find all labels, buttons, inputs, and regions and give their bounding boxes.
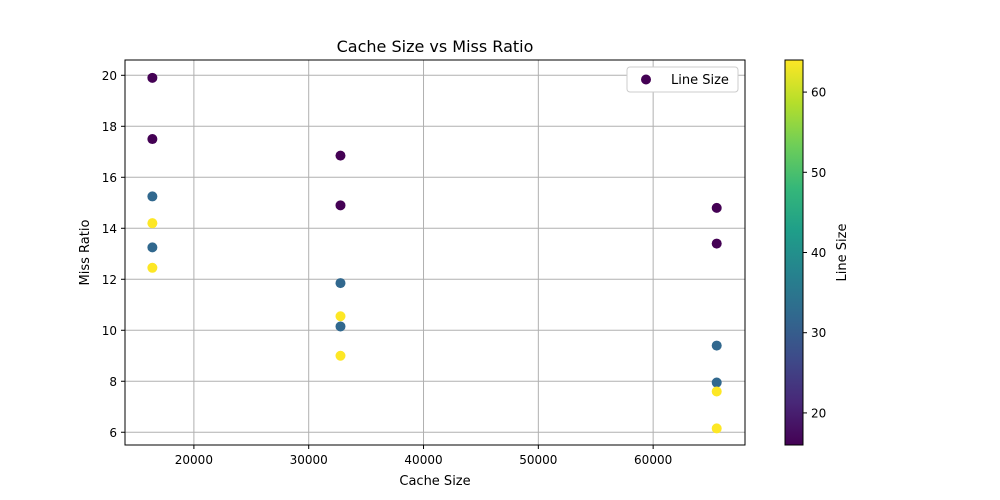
scatter-point [147,191,158,202]
legend-marker [641,74,651,85]
y-tick-label: 16 [102,171,117,185]
colorbar-label: Line Size [835,224,850,282]
scatter-point [335,150,346,161]
chart-title: Cache Size vs Miss Ratio [337,37,534,56]
y-axis-ticks: 6 8 10 12 14 16 18 20 [102,69,125,440]
colorbar-ticks: 20 30 40 50 60 [803,86,826,420]
y-tick-label: 6 [109,426,117,440]
legend: Line Size [626,66,739,93]
scatter-point [147,72,158,83]
x-tick-label: 40000 [404,453,442,467]
scatter-point [147,218,158,229]
legend-label: Line Size [671,73,729,88]
colorbar-gradient [784,59,804,446]
y-tick-label: 20 [102,69,117,83]
plot-frame [124,59,746,446]
scatter-point [335,311,346,322]
scatter-point [335,278,346,289]
y-tick-label: 12 [102,273,117,287]
scatter-point [711,202,722,213]
colorbar-tick-label: 40 [811,246,826,260]
y-axis-label: Miss Ratio [78,220,93,286]
x-axis-label: Cache Size [399,474,470,489]
x-tick-label: 50000 [519,453,557,467]
scatter-point [711,423,722,434]
scatter-point [335,200,346,211]
scatter-point [711,340,722,351]
scatter-point [711,238,722,249]
x-tick-label: 30000 [290,453,328,467]
scatter-point [147,242,158,253]
y-tick-label: 8 [109,375,117,389]
x-axis-ticks: 20000 30000 40000 50000 60000 [175,445,672,467]
colorbar-tick-label: 20 [811,406,826,420]
data-points [147,72,722,434]
scatter-point [335,350,346,361]
colorbar-tick-label: 30 [811,326,826,340]
colorbar-tick-label: 60 [811,86,826,100]
grid-lines [125,60,745,445]
y-tick-label: 10 [102,324,117,338]
y-tick-label: 18 [102,120,117,134]
scatter-point [147,134,158,145]
x-tick-label: 20000 [175,453,213,467]
scatter-point [335,321,346,332]
legend-box [626,66,739,93]
scatter-point [711,386,722,397]
scatter-point [147,262,158,273]
x-tick-label: 60000 [634,453,672,467]
y-tick-label: 14 [102,222,117,236]
scatter-point [711,377,722,388]
colorbar-tick-label: 50 [811,166,826,180]
colorbar: 20 30 40 50 60 Line Size [784,59,850,446]
